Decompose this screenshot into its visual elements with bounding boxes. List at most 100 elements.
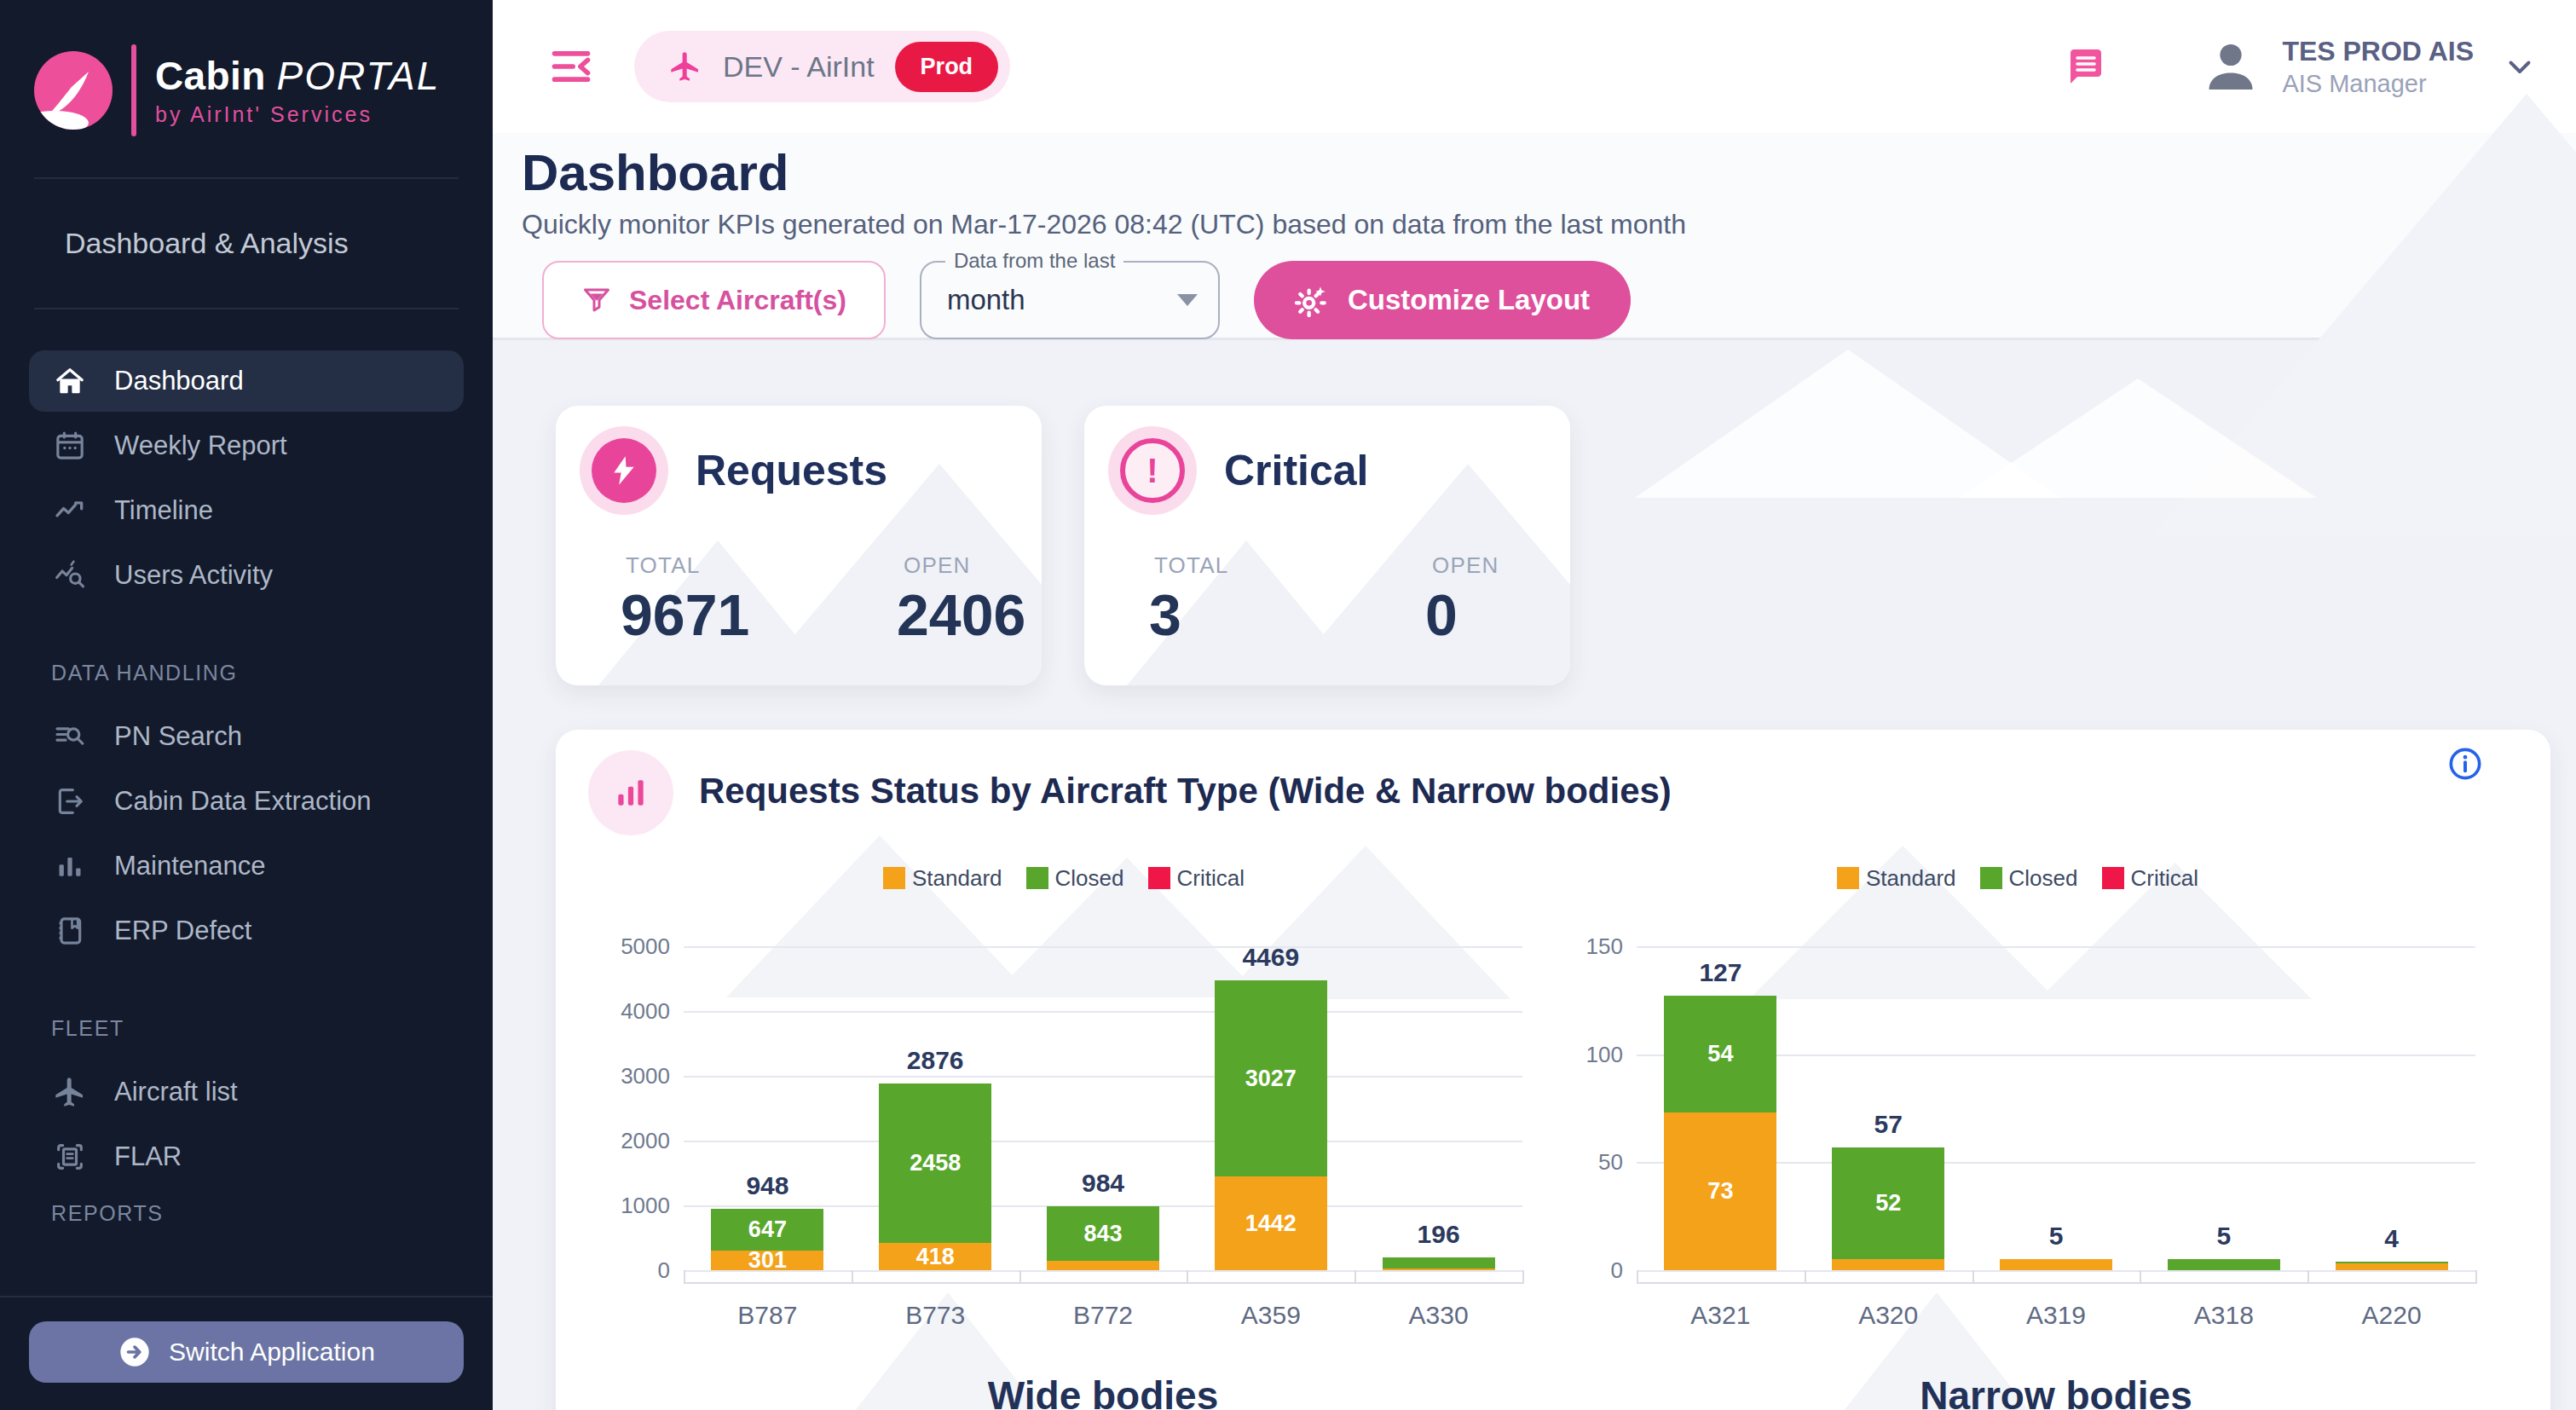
bar-segment-closed[interactable]: 52 [1832, 1147, 1944, 1260]
legend-item-standard[interactable]: Standard [1837, 865, 1956, 892]
bar-segment-closed[interactable]: 3027 [1215, 980, 1327, 1176]
x-axis-labels: B787B773B772A359A330 [684, 1301, 1522, 1335]
bar-segment-standard[interactable] [2000, 1259, 2112, 1270]
bar-segment-standard[interactable]: 73 [1664, 1112, 1776, 1270]
kpi-icon-halo: ! [1108, 426, 1197, 515]
switch-application-button[interactable]: Switch Application [29, 1321, 464, 1383]
sidebar-item-label: Dashboard [114, 366, 244, 396]
bar-segment-closed[interactable]: 647 [711, 1209, 823, 1251]
bar-segment-standard[interactable]: 418 [879, 1243, 991, 1270]
flar-icon [53, 1140, 87, 1174]
sidebar-item-label: Users Activity [114, 560, 273, 591]
x-axis-label: A321 [1635, 1301, 1805, 1330]
sidebar-item-label: ERP Defect [114, 916, 251, 946]
bar-segment-value: 54 [1707, 1041, 1733, 1067]
bar-segment-value: 1442 [1245, 1211, 1297, 1237]
y-axis-label: 100 [1586, 1041, 1623, 1067]
bar-segment-value: 52 [1875, 1190, 1901, 1216]
environment-chip[interactable]: DEV - AirInt Prod [634, 31, 1010, 102]
bar-chart-icon [588, 750, 673, 835]
bar-segment-standard[interactable] [1832, 1259, 1944, 1270]
legend-item-critical[interactable]: Critical [2102, 865, 2198, 892]
user-name: TES PROD AIS [2282, 34, 2474, 68]
alert-icon: ! [1120, 438, 1185, 503]
sidebar-item-erp-defect[interactable]: ERP Defect [29, 900, 464, 962]
maintenance-icon [53, 849, 87, 883]
users-activity-icon [53, 558, 87, 592]
nav-section-data-handling: DATA HANDLING [0, 610, 493, 702]
bar-segment-closed[interactable]: 54 [1664, 996, 1776, 1112]
bar-total-label: 984 [1018, 1169, 1188, 1198]
collapse-sidebar-icon[interactable] [549, 44, 593, 89]
user-role: AIS Manager [2282, 68, 2474, 99]
kpi-total-value: 9671 [621, 581, 749, 648]
chart-legend: Standard Closed Critical [605, 863, 1522, 893]
x-axis-label: A319 [1971, 1301, 2141, 1330]
calendar-icon [53, 429, 87, 463]
kpi-open-value: 2406 [897, 581, 1025, 648]
sidebar-item-timeline[interactable]: Timeline [29, 480, 464, 541]
top-header: DEV - AirInt Prod TES PROD AIS AIS Manag… [493, 0, 2576, 133]
legend-label: Closed [1055, 865, 1124, 892]
sidebar-item-users-activity[interactable]: Users Activity [29, 545, 464, 606]
bar-segment-value: 418 [916, 1244, 955, 1270]
y-axis-label: 1000 [621, 1193, 670, 1219]
bar-segment-closed[interactable]: 843 [1047, 1206, 1159, 1261]
brand-tagline: by AirInt' Services [155, 103, 440, 127]
chart-plot: 73541275257554 [1637, 946, 2475, 1270]
sidebar-item-dashboard[interactable]: Dashboard [29, 350, 464, 412]
page-subtitle: Quickly monitor KPIs generated on Mar-17… [522, 209, 2535, 240]
y-axis: 010002000300040005000 [605, 946, 670, 1270]
plane-icon [668, 49, 702, 84]
bar-total-label: 4469 [1186, 943, 1356, 972]
messages-icon[interactable] [2064, 46, 2105, 87]
legend-item-closed[interactable]: Closed [1980, 865, 2078, 892]
customize-layout-button[interactable]: Customize Layout [1254, 261, 1631, 339]
y-axis-label: 5000 [621, 933, 670, 960]
bar-segment-closed[interactable] [2336, 1262, 2448, 1264]
legend-label: Standard [1866, 865, 1956, 892]
bar-segment-value: 2458 [910, 1150, 961, 1176]
period-select[interactable]: Data from the last month [920, 261, 1220, 339]
bar-segment-standard[interactable]: 301 [711, 1251, 823, 1270]
bar-segment-closed[interactable]: 2458 [879, 1084, 991, 1243]
bar-segment-closed[interactable] [1383, 1257, 1495, 1268]
info-icon[interactable] [2448, 747, 2482, 781]
x-axis-ticks [1637, 1270, 2475, 1284]
chart-caption: Wide bodies [684, 1372, 1522, 1410]
bolt-icon [592, 438, 656, 503]
sidebar-item-flar[interactable]: FLAR [29, 1126, 464, 1188]
sidebar-item-cabin-data-extraction[interactable]: Cabin Data Extraction [29, 771, 464, 832]
timeline-icon [53, 494, 87, 528]
sidebar: Cabin PORTAL by AirInt' Services Dashboa… [0, 0, 493, 1410]
legend-label: Critical [1177, 865, 1245, 892]
kpi-open-label: OPEN [904, 552, 970, 579]
select-aircraft-button[interactable]: Select Aircraft(s) [542, 261, 886, 339]
legend-item-closed[interactable]: Closed [1026, 865, 1124, 892]
avatar[interactable] [2200, 36, 2261, 97]
logo: Cabin PORTAL by AirInt' Services [0, 0, 493, 177]
main-area: DEV - AirInt Prod TES PROD AIS AIS Manag… [493, 0, 2576, 1410]
bar-segment-value: 3027 [1245, 1066, 1297, 1092]
chevron-down-icon[interactable] [2504, 51, 2535, 82]
y-axis-label: 50 [1598, 1149, 1623, 1176]
chart-card-title: Requests Status by Aircraft Type (Wide &… [699, 771, 1672, 812]
sidebar-item-maintenance[interactable]: Maintenance [29, 835, 464, 897]
sidebar-item-aircraft-list[interactable]: Aircraft list [29, 1061, 464, 1123]
sidebar-item-label: Timeline [114, 495, 213, 526]
bar-segment-standard[interactable] [2336, 1263, 2448, 1270]
bar-segment-standard[interactable] [1047, 1261, 1159, 1270]
bar-segment-closed[interactable] [2168, 1259, 2280, 1270]
sidebar-item-pn-search[interactable]: PN Search [29, 706, 464, 767]
x-axis-label: A359 [1186, 1301, 1356, 1330]
user-menu[interactable]: TES PROD AIS AIS Manager [2282, 34, 2474, 99]
kpi-total-value: 3 [1149, 581, 1181, 648]
dashboard-content: Requests TOTAL 9671 OPEN 2406 ! Critical… [493, 338, 2576, 1410]
legend-item-standard[interactable]: Standard [883, 865, 1002, 892]
period-select-label: Data from the last [945, 249, 1123, 273]
bar-segment-standard[interactable]: 1442 [1215, 1176, 1327, 1270]
legend-item-critical[interactable]: Critical [1148, 865, 1245, 892]
sidebar-item-weekly-report[interactable]: Weekly Report [29, 415, 464, 477]
chart-plot: 3016479484182458287684398414423027446919… [684, 946, 1522, 1270]
home-icon [53, 364, 87, 398]
